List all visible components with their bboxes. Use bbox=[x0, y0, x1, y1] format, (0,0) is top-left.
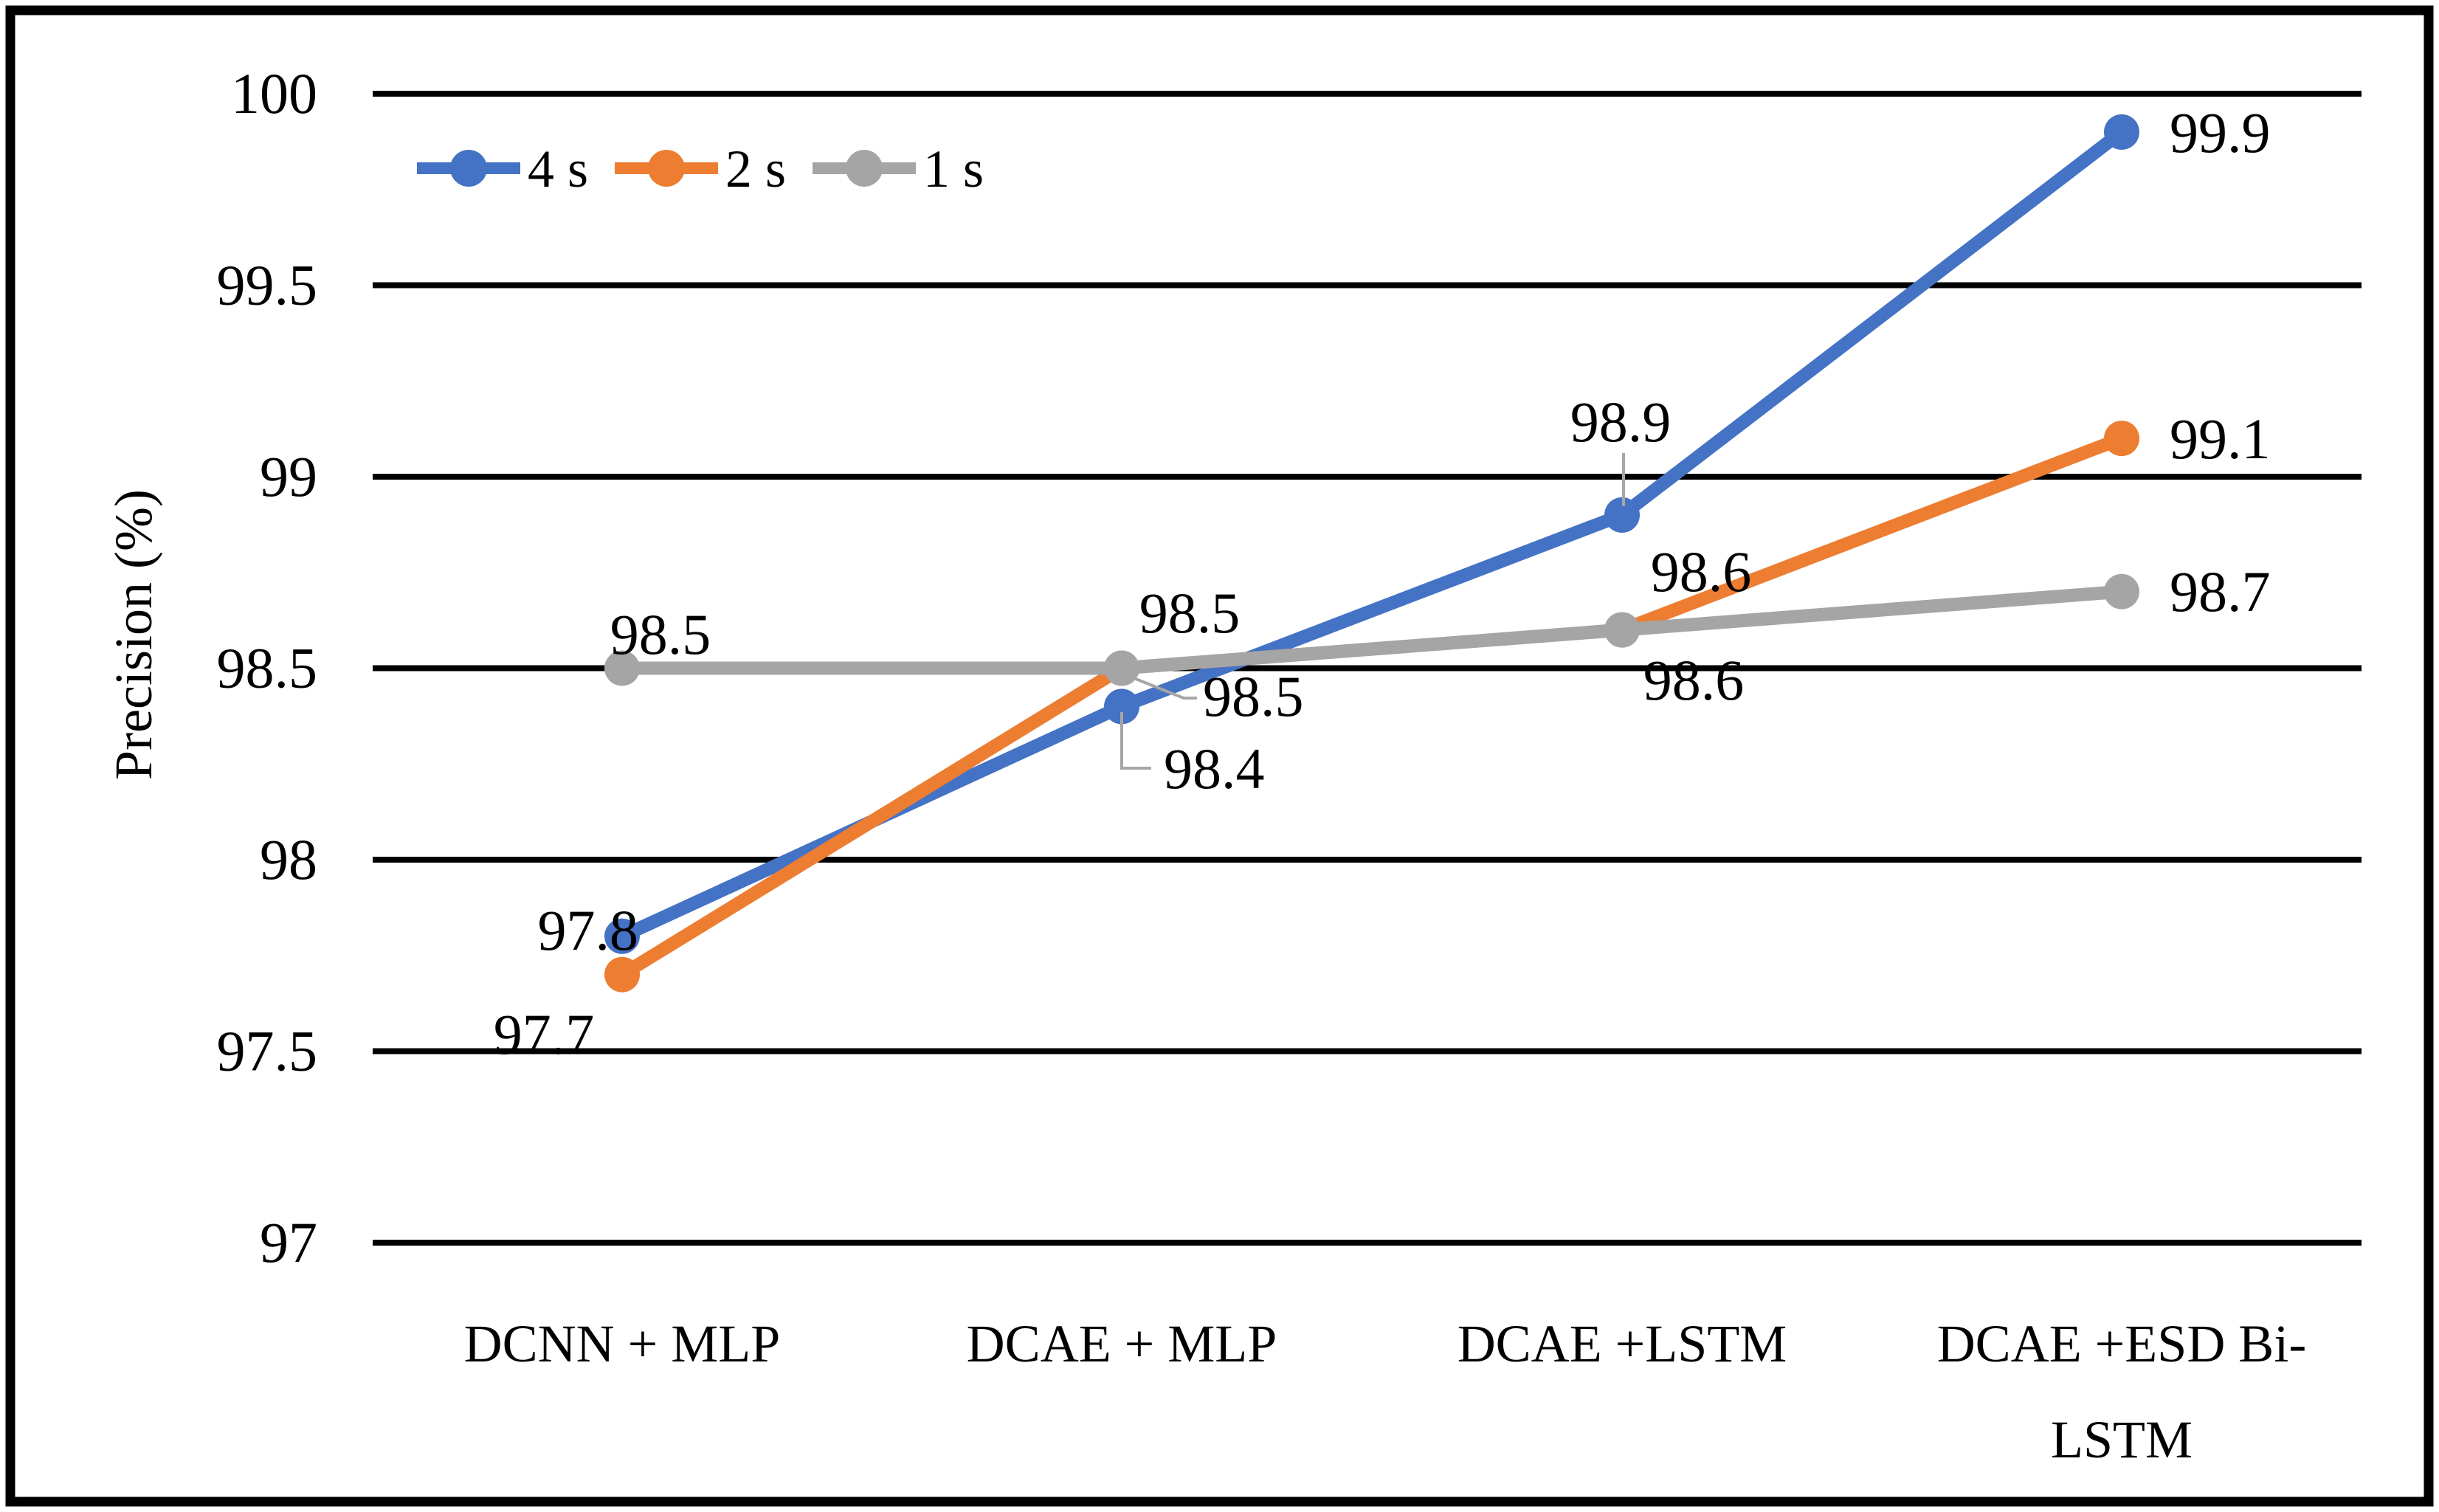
data-label: 98.6 bbox=[1651, 539, 1752, 604]
data-label: 98.9 bbox=[1570, 390, 1672, 454]
legend-marker-icon bbox=[450, 150, 487, 187]
data-point bbox=[2104, 573, 2139, 610]
category-label: DCAE +ESD Bi- bbox=[1937, 1314, 2307, 1373]
data-point bbox=[604, 956, 640, 993]
data-labels: 97.8 98.4 98.9 99.9 97.7 98.5 98.6 99.1 98.5 98.5… bbox=[494, 100, 2271, 1066]
legend-item-1-s: 1 s bbox=[813, 139, 984, 199]
legend-item-2-s: 2 s bbox=[615, 139, 786, 199]
legend-label: 2 s bbox=[725, 139, 786, 199]
legend-label: 1 s bbox=[923, 139, 984, 199]
data-label: 98.7 bbox=[2170, 559, 2271, 624]
category-label: DCAE + MLP bbox=[967, 1314, 1277, 1373]
legend-marker-icon bbox=[648, 150, 685, 187]
label-leader-lines bbox=[1120, 453, 1625, 770]
category-label: DCNN + MLP bbox=[464, 1314, 781, 1373]
legend-marker-icon bbox=[846, 150, 883, 187]
y-axis-title: Precision (%) bbox=[104, 489, 163, 780]
label-leader-line bbox=[1131, 676, 1197, 700]
legend: 4 s 2 s 1 s bbox=[417, 139, 984, 199]
category-label: DCAE +LSTM bbox=[1457, 1314, 1787, 1373]
data-label: 98.4 bbox=[1164, 736, 1265, 801]
legend-label: 4 s bbox=[528, 139, 588, 199]
category-label: LSTM bbox=[2051, 1410, 2193, 1469]
label-leader-line bbox=[1120, 712, 1151, 770]
y-tick-label: 100 bbox=[231, 61, 317, 125]
data-point bbox=[604, 650, 640, 686]
data-label: 99.9 bbox=[2170, 100, 2271, 165]
axis-labels: 100 99.5 99 98.5 98 97.5 97 DCNN + MLP DCAE + ML… bbox=[217, 61, 2307, 1469]
data-label: 98.5 bbox=[1139, 581, 1241, 645]
data-point bbox=[604, 918, 640, 954]
data-point bbox=[1604, 612, 1640, 648]
data-label: 98.6 bbox=[1643, 648, 1745, 712]
data-label: 97.7 bbox=[494, 1002, 595, 1066]
legend-item-4-s: 4 s bbox=[417, 139, 588, 199]
y-tick-label: 97.5 bbox=[217, 1019, 318, 1083]
chart-frame-border bbox=[5, 5, 2434, 1507]
data-label: 98.5 bbox=[610, 602, 711, 666]
data-point bbox=[1604, 497, 1640, 533]
data-label: 98.5 bbox=[1203, 664, 1304, 728]
data-point bbox=[2104, 114, 2139, 150]
data-label: 97.8 bbox=[538, 898, 639, 962]
y-tick-label: 97 bbox=[260, 1210, 317, 1274]
data-point bbox=[2104, 421, 2139, 457]
data-point bbox=[1104, 688, 1139, 725]
chart-frame-layer bbox=[5, 5, 2434, 1507]
y-tick-label: 98 bbox=[260, 827, 317, 891]
series-layer bbox=[604, 114, 2139, 993]
data-label: 99.1 bbox=[2170, 407, 2271, 471]
data-point bbox=[1104, 650, 1139, 686]
series-line bbox=[615, 584, 2128, 675]
series-1-s bbox=[604, 573, 2139, 686]
y-tick-label: 99 bbox=[260, 444, 317, 508]
y-tick-label: 98.5 bbox=[217, 636, 318, 700]
y-tick-label: 99.5 bbox=[217, 253, 318, 317]
